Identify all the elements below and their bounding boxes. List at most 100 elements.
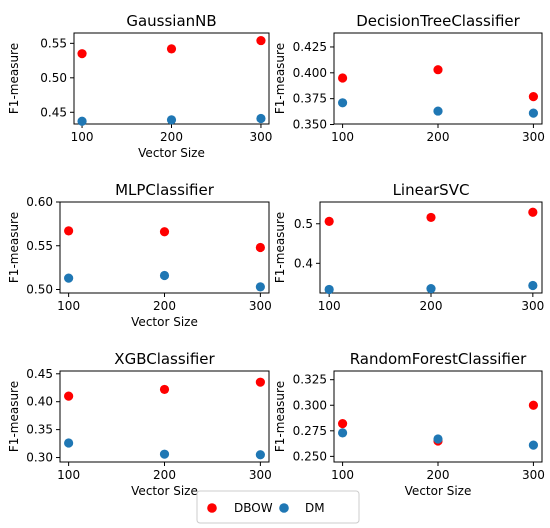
point-dbow (324, 216, 334, 226)
x-tick-label: 300 (249, 130, 272, 144)
y-axis-label: F1-measure (273, 43, 287, 114)
point-dbow (528, 207, 538, 217)
point-dm (255, 282, 265, 292)
point-dm (528, 440, 539, 450)
point-dbow (433, 65, 443, 75)
point-dm (337, 428, 348, 438)
subplot-5: XGBClassifier 100 200 300 0.30 0.35 0.40 0.45 Ve… (7, 350, 272, 498)
x-tick-label: 200 (153, 299, 176, 313)
x-tick-label: 200 (153, 468, 176, 482)
y-tick-label: 0.300 (293, 398, 327, 412)
y-tick-label: 0.275 (293, 424, 327, 438)
x-tick-label: 100 (57, 299, 80, 313)
y-tick-label: 0.45 (40, 105, 67, 119)
y-axis-label: F1-measure (273, 212, 287, 283)
y-tick-label: 0.250 (293, 449, 327, 463)
point-dbow (64, 226, 74, 236)
y-axis-label: F1-measure (7, 43, 21, 114)
y-tick-label: 0.5 (294, 217, 313, 231)
y-tick-label: 0.50 (26, 283, 53, 297)
y-tick-label: 0.375 (293, 92, 327, 106)
legend-frame (196, 490, 360, 524)
legend-marker-dbow (207, 503, 217, 513)
y-tick-label: 0.55 (26, 239, 53, 253)
point-dm (528, 280, 538, 291)
axes-frame (59, 370, 270, 463)
point-dbow (166, 44, 177, 54)
y-tick-label: 0.40 (26, 395, 53, 409)
point-dm (159, 449, 170, 459)
legend-label-dbow: DBOW (234, 501, 273, 515)
x-tick-label: 200 (160, 130, 183, 144)
x-tick-label: 200 (427, 468, 450, 482)
subplot-2: DecisionTreeClassifier 100 200 300 0.350 0.37… (273, 12, 545, 144)
subplot-4: LinearSVC 100 200 300 0.4 0.5 F1-measure (273, 181, 544, 313)
y-axis-label: F1-measure (7, 212, 21, 283)
point-dm (324, 284, 334, 295)
x-tick-label: 100 (331, 130, 354, 144)
x-tick-label: 100 (57, 468, 80, 482)
y-tick-label: 0.50 (40, 71, 67, 85)
y-axis-label: F1-measure (7, 381, 21, 452)
x-axis-label: Vector Size (405, 484, 472, 498)
x-tick-label: 100 (318, 299, 341, 313)
point-dbow (256, 35, 266, 46)
x-tick-label: 300 (522, 130, 545, 144)
point-dm (256, 113, 266, 124)
point-dm (528, 108, 539, 118)
point-dbow (337, 73, 348, 83)
point-dm (77, 116, 87, 126)
point-dm (433, 106, 443, 116)
x-tick-label: 300 (521, 299, 544, 313)
subplot-title: GaussianNB (126, 12, 216, 30)
subplot-title: DecisionTreeClassifier (356, 12, 520, 30)
subplot-title: LinearSVC (393, 181, 470, 199)
point-dbow (159, 227, 170, 237)
subplot-title: XGBClassifier (114, 350, 215, 368)
x-tick-label: 300 (249, 299, 272, 313)
point-dm (426, 284, 436, 294)
x-axis-label: Vector Size (131, 315, 198, 329)
axes-frame (333, 370, 543, 463)
x-tick-label: 100 (71, 130, 94, 144)
x-tick-label: 200 (427, 130, 450, 144)
point-dbow (528, 91, 539, 102)
x-tick-label: 300 (249, 468, 272, 482)
y-tick-label: 0.325 (293, 373, 327, 387)
subplot-6: RandomForestClassifier 100 200 300 0.250 0.27… (273, 350, 545, 498)
legend-label-dm: DM (305, 501, 325, 515)
point-dbow (159, 384, 170, 395)
point-dm (166, 115, 177, 125)
point-dm (337, 98, 348, 108)
subplot-1: GaussianNB 100 200 300 0.45 0.50 0.55 Vector Si… (7, 12, 272, 160)
x-axis-label: Vector Size (138, 146, 205, 160)
point-dm (255, 450, 265, 460)
subplot-3: MLPClassifier 100 200 300 0.50 0.55 0.60 Vector… (7, 181, 272, 329)
x-axis-label: Vector Size (131, 484, 198, 498)
y-tick-label: 0.30 (26, 451, 53, 465)
y-tick-label: 0.35 (26, 423, 53, 437)
point-dm (433, 434, 443, 444)
point-dbow (337, 419, 348, 429)
x-tick-label: 300 (522, 468, 545, 482)
point-dbow (64, 391, 74, 401)
y-axis-label: F1-measure (273, 381, 287, 452)
legend: DBOW DM (196, 490, 360, 524)
x-tick-label: 200 (420, 299, 443, 313)
point-dbow (77, 49, 87, 59)
y-tick-label: 0.55 (40, 36, 67, 50)
y-tick-label: 0.60 (26, 195, 53, 209)
y-tick-label: 0.4 (294, 256, 313, 270)
subplot-title: RandomForestClassifier (350, 350, 527, 368)
point-dbow (528, 400, 539, 410)
point-dm (64, 273, 74, 283)
point-dm (159, 270, 170, 281)
point-dbow (255, 242, 265, 253)
x-tick-label: 100 (331, 468, 354, 482)
point-dbow (426, 212, 436, 223)
y-tick-label: 0.350 (293, 118, 327, 132)
y-tick-label: 0.45 (26, 367, 53, 381)
y-tick-label: 0.400 (293, 66, 327, 80)
